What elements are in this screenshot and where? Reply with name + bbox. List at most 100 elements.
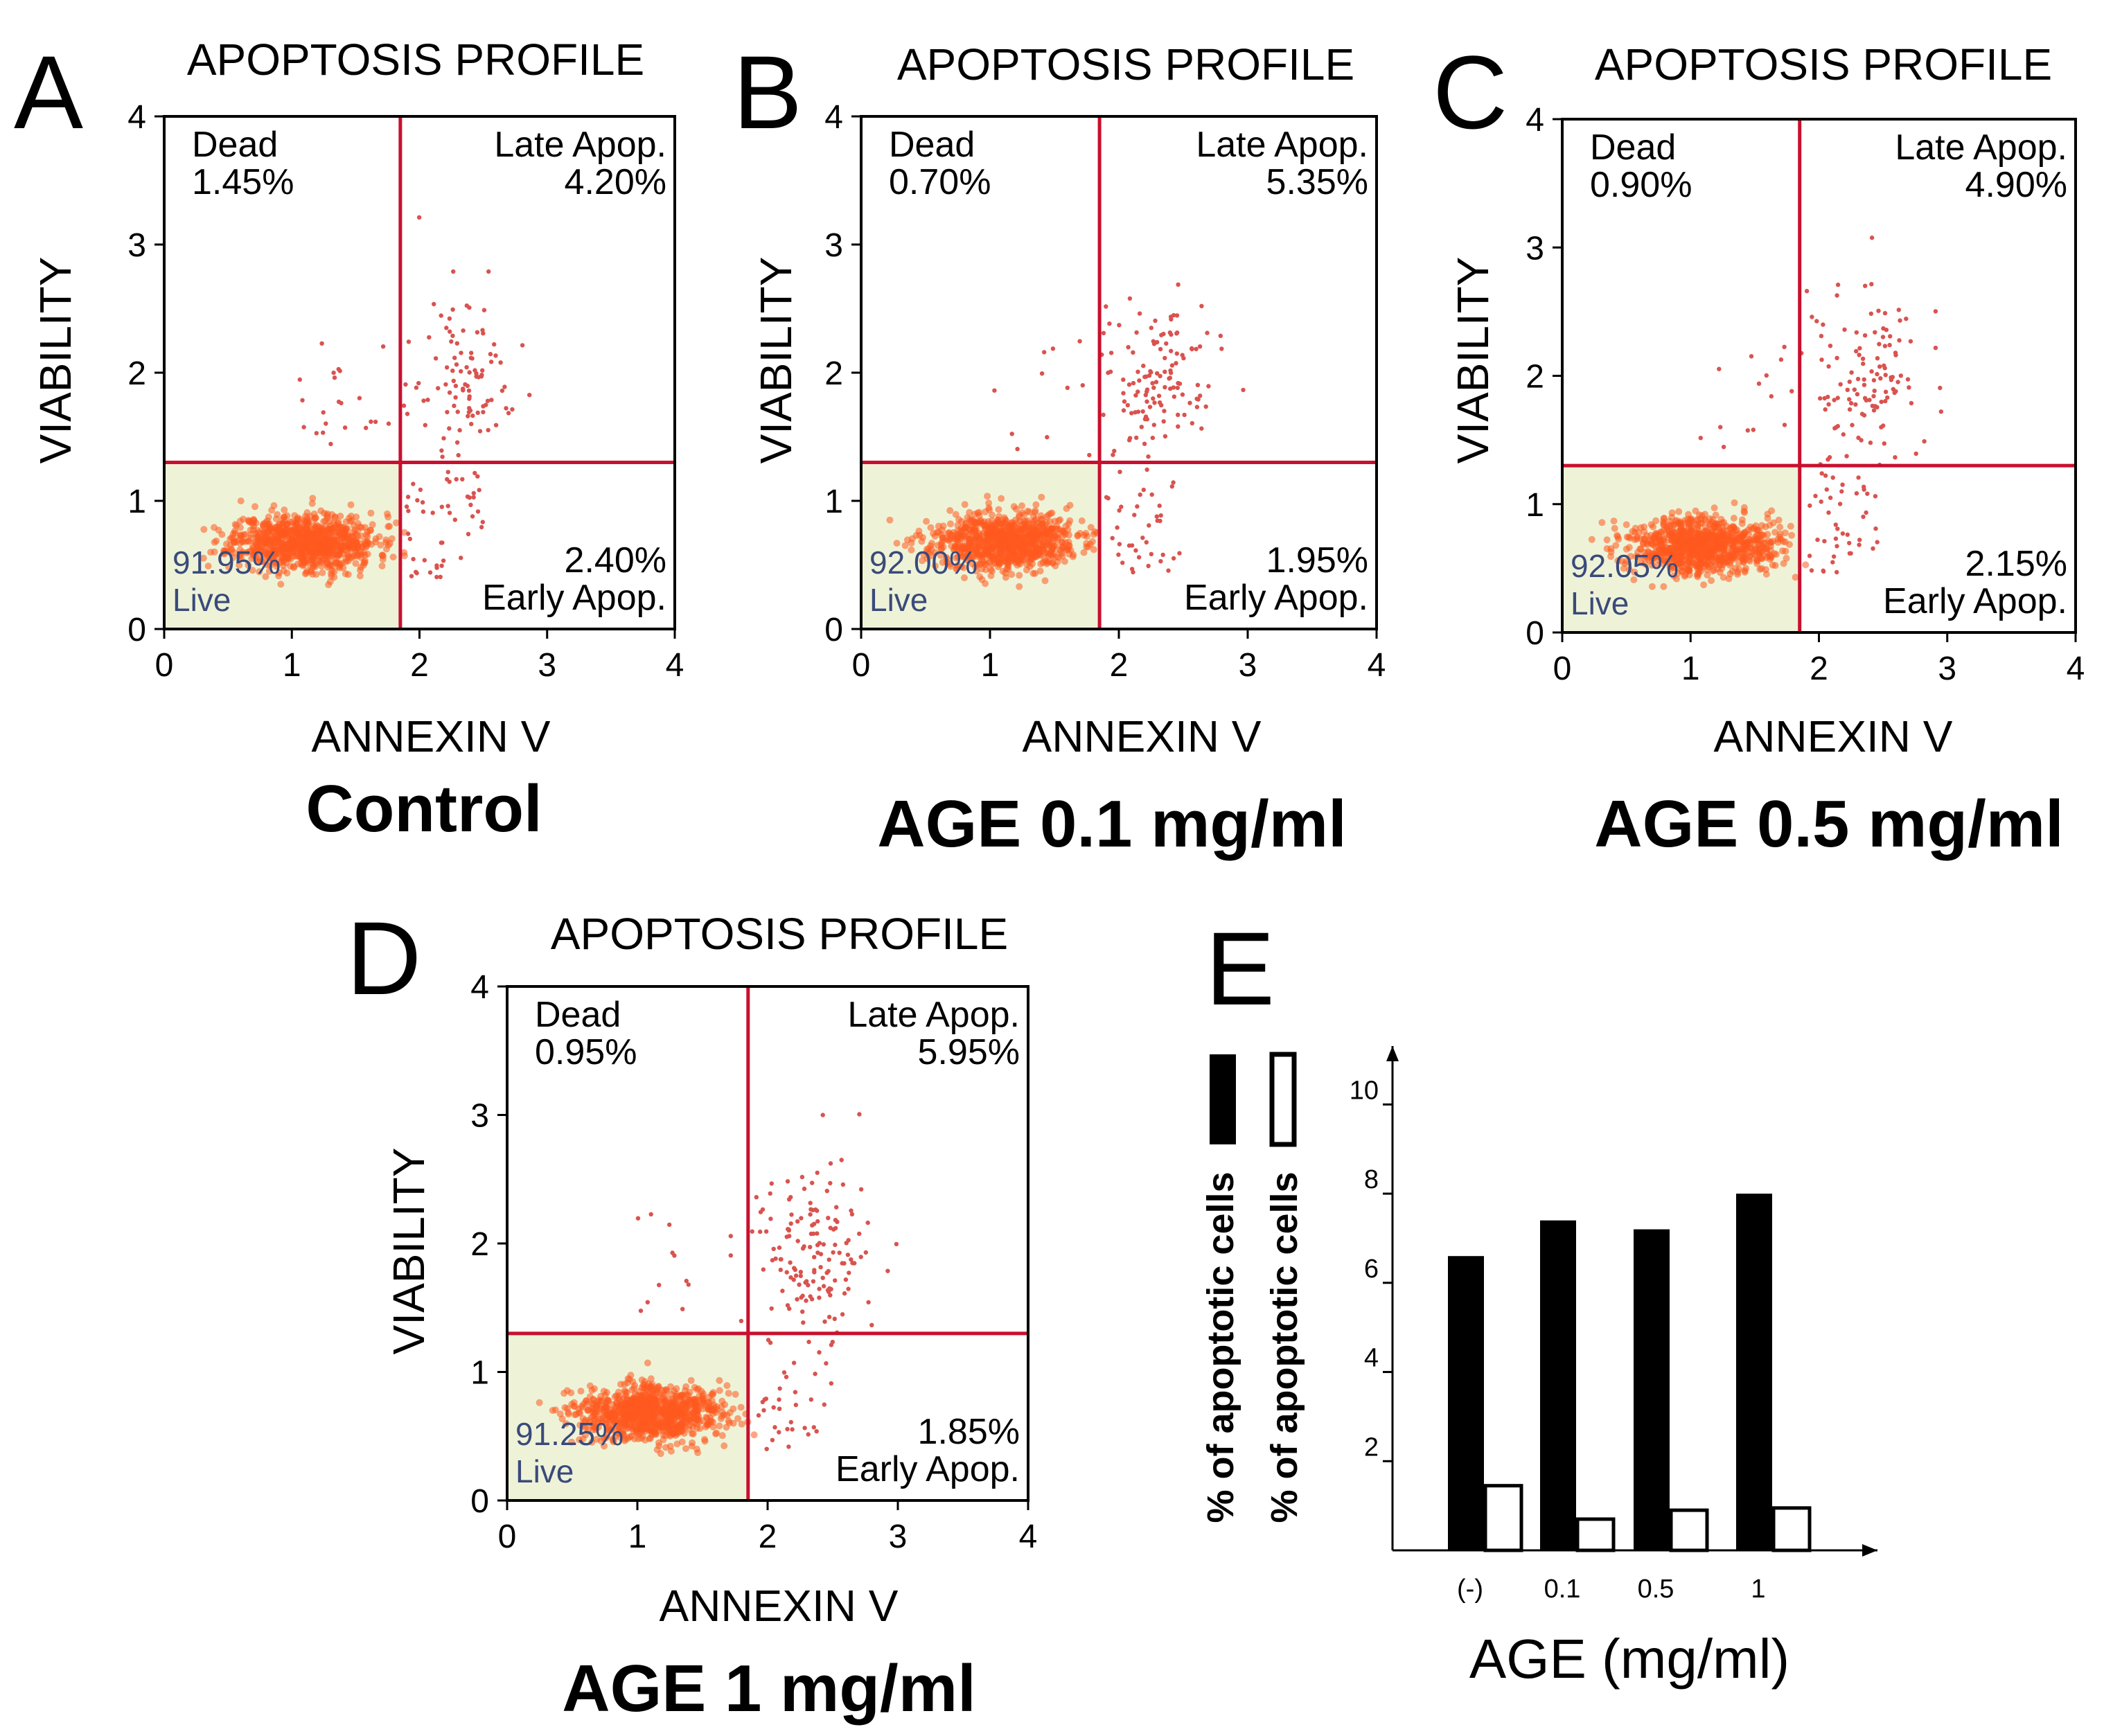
early-event-dot [1826, 510, 1831, 515]
late-event-dot [493, 423, 499, 427]
late-event-dot [778, 1267, 784, 1273]
live-event-dot [290, 564, 298, 572]
live-event-dot [960, 535, 968, 542]
dead-event-dot [342, 425, 348, 430]
late-event-dot [802, 1244, 806, 1249]
late-event-dot [459, 369, 463, 374]
late-event-dot [808, 1201, 813, 1205]
early-event-dot [1171, 480, 1176, 485]
y-tick-label: 2 [470, 1226, 489, 1263]
late-event-dot [466, 414, 470, 418]
early-event-dot [1166, 568, 1171, 573]
dead-event-dot [380, 344, 386, 349]
live-event-dot [931, 533, 939, 540]
late-event-dot [1148, 369, 1153, 374]
early-event-dot [418, 487, 423, 493]
e-y-tick-label: 10 [1350, 1076, 1379, 1105]
late-event-dot [1206, 384, 1211, 389]
late-event-dot [423, 423, 427, 427]
live-event-dot [283, 521, 291, 529]
late-event-dot [1194, 405, 1200, 409]
early-event-dot [1824, 487, 1829, 492]
live-event-dot [621, 1381, 628, 1388]
early-event-dot [1857, 538, 1862, 542]
early-event-dot [1857, 542, 1862, 547]
early-event-dot [415, 498, 420, 503]
live-event-dot [1066, 502, 1074, 509]
panel-e-plot: 2 4 6 8 10 (-) 0.1 0.5 1 [1350, 1046, 1877, 1604]
dead-event-dot [1769, 393, 1774, 399]
live-event-dot [1756, 554, 1764, 562]
dead-event-dot [680, 1307, 685, 1311]
panel-a-ylabel: VIABILITY [30, 257, 80, 464]
late-event-dot [817, 1241, 822, 1246]
live-event-dot [348, 540, 355, 547]
late-event-dot [1859, 411, 1865, 416]
live-event-dot [1007, 530, 1014, 538]
dead-event-dot [1721, 445, 1726, 450]
late-event-dot [453, 395, 458, 400]
late-event-dot [815, 1208, 820, 1213]
late-event-dot [472, 368, 477, 373]
late-event-dot [467, 305, 472, 310]
dead-event-dot [297, 377, 302, 382]
late-event-dot [1104, 304, 1108, 309]
dead-event-dot [1782, 423, 1787, 427]
late-event-dot [894, 1241, 899, 1247]
live-event-dot [647, 1382, 655, 1390]
early-event-dot [427, 570, 433, 575]
late-event-dot [1167, 376, 1172, 381]
early-event-dot [421, 509, 426, 514]
early-event-dot [479, 524, 484, 530]
late-event-dot [427, 335, 432, 340]
late-event-dot [1126, 382, 1132, 387]
live-event-dot [629, 1378, 637, 1385]
live-event-dot [977, 518, 984, 525]
x-tick-label: 0 [155, 647, 174, 684]
dead-event-dot [357, 396, 362, 400]
live-event-dot [621, 1388, 629, 1396]
bar-filled [1448, 1256, 1484, 1550]
late-event-dot [1137, 378, 1142, 383]
live-event-dot [236, 535, 244, 543]
late-event-dot [1205, 330, 1210, 335]
late-event-dot [1162, 355, 1167, 361]
late-event-dot [1176, 282, 1181, 287]
late-event-dot [1842, 327, 1847, 332]
late-event-dot [1880, 335, 1886, 339]
live-event-dot [310, 534, 317, 542]
late-event-dot [826, 1216, 831, 1221]
late-event-dot [1175, 385, 1181, 391]
live-event-dot [982, 522, 990, 529]
late-event-dot [808, 1231, 814, 1237]
live-event-dot [750, 1431, 758, 1439]
y-tick-label: 2 [824, 355, 843, 392]
late-event-dot [467, 370, 472, 375]
late-event-dot [1146, 454, 1151, 459]
live-event-dot [623, 1415, 630, 1423]
dead-event-dot [321, 430, 326, 435]
live-event-dot [536, 1399, 543, 1406]
late-event-dot [1826, 364, 1831, 369]
live-event-dot [1710, 531, 1718, 538]
late-event-dot [1142, 374, 1147, 380]
late-event-dot [454, 440, 460, 445]
live-event-dot [693, 1385, 700, 1393]
x-tick-label: 1 [628, 1518, 647, 1555]
early-event-dot [1873, 494, 1878, 499]
dead-event-dot [386, 421, 391, 426]
dead-percent: 1.45% [192, 162, 294, 202]
dead-event-dot [319, 341, 324, 346]
late-event-dot [810, 1180, 815, 1185]
early-event-dot [1819, 499, 1823, 504]
late-event-dot [1922, 439, 1927, 444]
x-tick-label: 4 [1019, 1518, 1038, 1555]
live-event-dot [718, 1432, 726, 1440]
live-event-dot [583, 1397, 590, 1404]
dead-event-dot [336, 366, 341, 372]
live-event-dot [987, 572, 995, 579]
late-event-dot [1841, 432, 1846, 437]
late-event-dot [461, 328, 466, 333]
live-event-dot [1769, 561, 1776, 569]
